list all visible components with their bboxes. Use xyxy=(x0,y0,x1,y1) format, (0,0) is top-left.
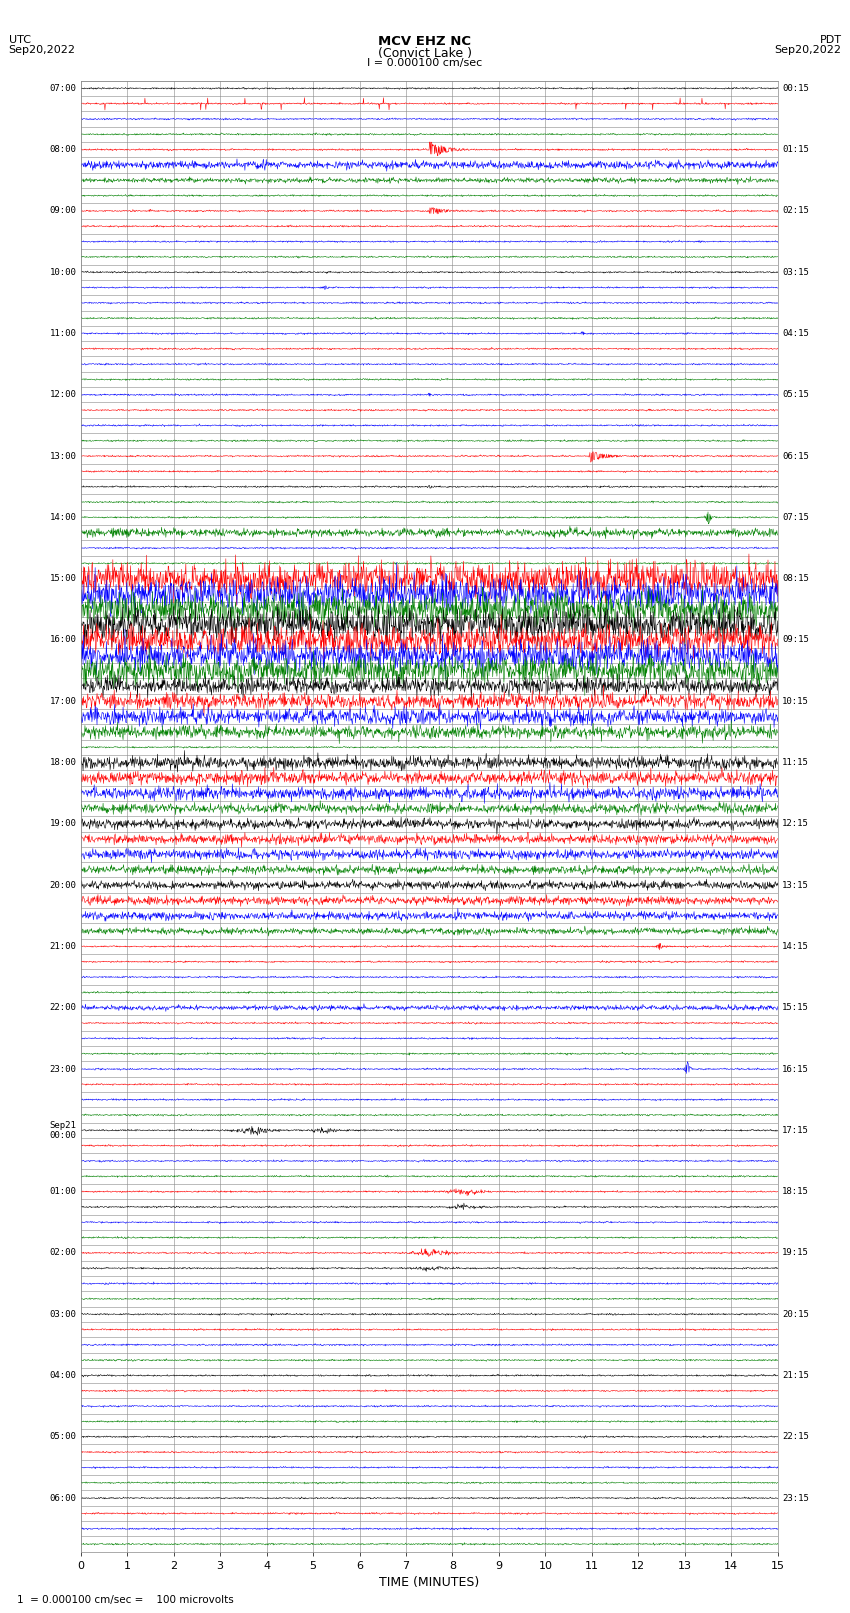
Text: 21:00: 21:00 xyxy=(49,942,76,952)
Text: 19:15: 19:15 xyxy=(782,1248,809,1258)
X-axis label: TIME (MINUTES): TIME (MINUTES) xyxy=(379,1576,479,1589)
Text: 1  = 0.000100 cm/sec =    100 microvolts: 1 = 0.000100 cm/sec = 100 microvolts xyxy=(17,1595,234,1605)
Text: 16:00: 16:00 xyxy=(49,636,76,645)
Text: 18:15: 18:15 xyxy=(782,1187,809,1197)
Text: 20:00: 20:00 xyxy=(49,881,76,890)
Text: 15:00: 15:00 xyxy=(49,574,76,584)
Text: 07:00: 07:00 xyxy=(49,84,76,94)
Text: 01:15: 01:15 xyxy=(782,145,809,155)
Text: 13:15: 13:15 xyxy=(782,881,809,890)
Text: 06:00: 06:00 xyxy=(49,1494,76,1503)
Text: Sep20,2022: Sep20,2022 xyxy=(8,45,76,55)
Text: 20:15: 20:15 xyxy=(782,1310,809,1319)
Text: 00:15: 00:15 xyxy=(782,84,809,94)
Text: Sep21
00:00: Sep21 00:00 xyxy=(49,1121,76,1140)
Text: 10:15: 10:15 xyxy=(782,697,809,706)
Text: MCV EHZ NC: MCV EHZ NC xyxy=(378,35,472,48)
Text: 22:00: 22:00 xyxy=(49,1003,76,1013)
Text: 02:00: 02:00 xyxy=(49,1248,76,1258)
Text: (Convict Lake ): (Convict Lake ) xyxy=(378,47,472,60)
Text: 13:00: 13:00 xyxy=(49,452,76,461)
Text: 05:15: 05:15 xyxy=(782,390,809,400)
Text: 05:00: 05:00 xyxy=(49,1432,76,1442)
Text: 08:00: 08:00 xyxy=(49,145,76,155)
Text: 06:15: 06:15 xyxy=(782,452,809,461)
Text: 12:00: 12:00 xyxy=(49,390,76,400)
Text: 03:00: 03:00 xyxy=(49,1310,76,1319)
Text: 11:15: 11:15 xyxy=(782,758,809,768)
Text: 04:15: 04:15 xyxy=(782,329,809,339)
Text: 07:15: 07:15 xyxy=(782,513,809,523)
Text: 04:00: 04:00 xyxy=(49,1371,76,1381)
Text: 08:15: 08:15 xyxy=(782,574,809,584)
Text: 21:15: 21:15 xyxy=(782,1371,809,1381)
Text: UTC: UTC xyxy=(8,35,31,45)
Text: 17:15: 17:15 xyxy=(782,1126,809,1136)
Text: Sep20,2022: Sep20,2022 xyxy=(774,45,842,55)
Text: 02:15: 02:15 xyxy=(782,206,809,216)
Text: 01:00: 01:00 xyxy=(49,1187,76,1197)
Text: 09:15: 09:15 xyxy=(782,636,809,645)
Text: PDT: PDT xyxy=(819,35,842,45)
Text: 11:00: 11:00 xyxy=(49,329,76,339)
Text: 15:15: 15:15 xyxy=(782,1003,809,1013)
Text: 19:00: 19:00 xyxy=(49,819,76,829)
Text: 18:00: 18:00 xyxy=(49,758,76,768)
Text: 14:00: 14:00 xyxy=(49,513,76,523)
Text: 09:00: 09:00 xyxy=(49,206,76,216)
Text: 10:00: 10:00 xyxy=(49,268,76,277)
Text: 14:15: 14:15 xyxy=(782,942,809,952)
Text: 22:15: 22:15 xyxy=(782,1432,809,1442)
Text: 23:15: 23:15 xyxy=(782,1494,809,1503)
Text: 03:15: 03:15 xyxy=(782,268,809,277)
Text: 16:15: 16:15 xyxy=(782,1065,809,1074)
Text: 12:15: 12:15 xyxy=(782,819,809,829)
Text: 17:00: 17:00 xyxy=(49,697,76,706)
Text: 23:00: 23:00 xyxy=(49,1065,76,1074)
Text: I = 0.000100 cm/sec: I = 0.000100 cm/sec xyxy=(367,58,483,68)
